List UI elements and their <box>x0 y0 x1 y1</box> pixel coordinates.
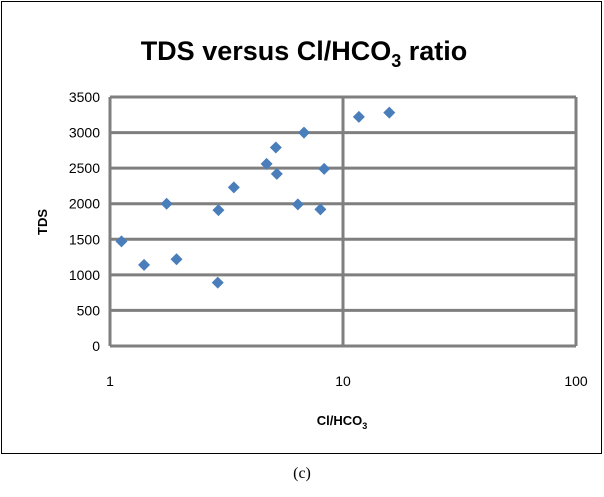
chart-title: TDS versus Cl/HCO3 ratio <box>141 36 468 71</box>
data-point-1 <box>115 235 128 248</box>
data-point-6 <box>212 204 225 217</box>
x-tick-label-100: 100 <box>564 373 588 389</box>
data-point-12 <box>297 126 310 139</box>
tick-labels: 0 500 1000 1500 2000 2500 3000 3500 1 10 100 <box>69 89 588 389</box>
figure-caption: (c) <box>293 465 311 482</box>
x-axis-title: Cl/HCO3 <box>317 413 368 431</box>
chart-frame <box>1 1 602 454</box>
y-tick-label-500: 500 <box>77 302 101 318</box>
gridlines <box>108 95 578 348</box>
data-point-15 <box>352 110 365 123</box>
y-tick-label-1000: 1000 <box>69 267 100 283</box>
y-tick-label-1500: 1500 <box>69 231 100 247</box>
data-point-10 <box>270 167 283 180</box>
data-point-16 <box>383 106 396 119</box>
data-point-7 <box>227 181 240 194</box>
y-tick-label-3000: 3000 <box>69 125 100 141</box>
y-tick-label-0: 0 <box>92 338 100 354</box>
data-point-3 <box>160 197 173 210</box>
y-tick-label-3500: 3500 <box>69 89 100 105</box>
data-point-13 <box>314 203 327 216</box>
y-tick-label-2500: 2500 <box>69 160 100 176</box>
data-point-5 <box>211 276 224 289</box>
data-point-2 <box>138 258 151 271</box>
x-tick-label-1: 1 <box>106 373 114 389</box>
y-tick-label-2000: 2000 <box>69 196 100 212</box>
data-points <box>115 106 396 289</box>
data-point-9 <box>269 141 282 154</box>
data-point-14 <box>318 162 331 175</box>
y-axis-title: TDS <box>35 209 50 235</box>
data-point-8 <box>260 157 273 170</box>
x-tick-label-10: 10 <box>335 373 351 389</box>
data-point-11 <box>291 198 304 211</box>
data-point-4 <box>170 253 183 266</box>
